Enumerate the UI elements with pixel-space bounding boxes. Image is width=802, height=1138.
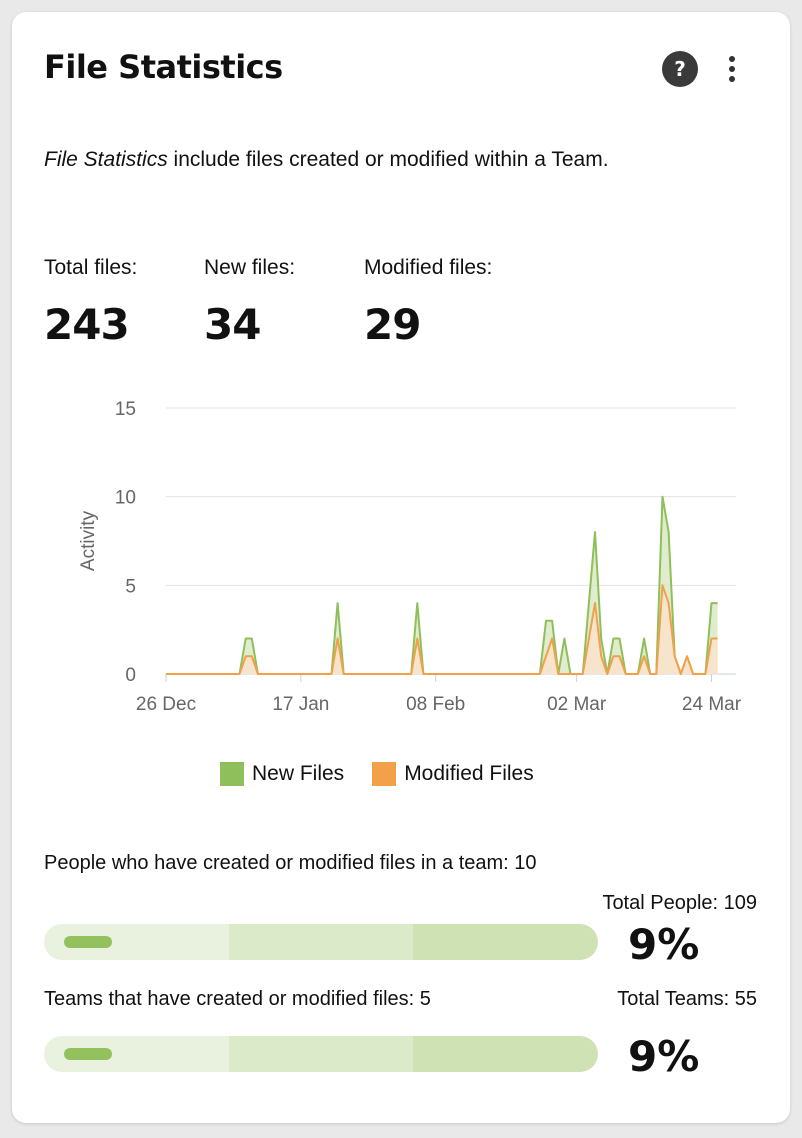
question-circle-icon[interactable]: ? (662, 51, 698, 87)
y-tick-label: 0 (125, 665, 136, 686)
y-axis-label: Activity (78, 510, 99, 571)
chart-legend: New Files Modified Files (220, 762, 534, 786)
card-title: File Statistics (44, 48, 283, 86)
stat-label: New files: (204, 256, 296, 279)
stat-label: Modified files: (364, 256, 493, 279)
x-tick-label: 26 Dec (136, 694, 196, 715)
teams-total: Total Teams: 55 (617, 988, 757, 1010)
legend-item-new-files[interactable]: New Files (220, 762, 344, 786)
bar-segment (413, 924, 598, 960)
legend-item-modified-files[interactable]: Modified Files (372, 762, 534, 786)
x-tick-label: 24 Mar (682, 694, 742, 715)
stat-value: 29 (364, 300, 421, 349)
people-summary: People who have created or modified file… (44, 852, 537, 874)
description-text: include files created or modified within… (167, 148, 609, 171)
stat-label: Total files: (44, 256, 138, 279)
people-total: Total People: 109 (602, 892, 757, 914)
series-line (166, 584, 718, 675)
people-percent: 9% (628, 920, 700, 969)
teams-summary: Teams that have created or modified file… (44, 988, 431, 1010)
bar-segment (228, 924, 414, 960)
legend-swatch (220, 762, 244, 786)
y-tick-label: 10 (115, 488, 136, 509)
bar-segment (228, 1036, 414, 1072)
teams-percent: 9% (628, 1032, 700, 1081)
stat-value: 243 (44, 300, 130, 349)
progress-fill (64, 936, 112, 948)
stat-value: 34 (204, 300, 261, 349)
progress-fill (64, 1048, 112, 1060)
activity-chart: 0 5 10 15 Activity 26 Dec 17 Jan 08 Feb 02 Mar 24… (78, 399, 742, 715)
kebab-dot (729, 76, 735, 82)
legend-swatch (372, 762, 397, 786)
series-area (166, 585, 718, 674)
stat-new-files: New files: 34 (204, 256, 295, 349)
card-description: File Statistics include files created or… (44, 148, 609, 172)
people-progress-bar (44, 924, 598, 960)
kebab-dot (729, 56, 735, 62)
description-emphasis: File Statistics (44, 148, 168, 171)
bar-segment (413, 1036, 598, 1072)
x-tick-label: 02 Mar (547, 694, 607, 715)
kebab-menu-icon[interactable] (718, 51, 746, 87)
kebab-dot (729, 66, 735, 72)
x-tick-label: 17 Jan (272, 694, 329, 715)
file-statistics-card: File Statistics ? File Statistics includ… (12, 12, 790, 1123)
stat-total-files: Total files: 243 (44, 256, 137, 349)
teams-progress-bar (44, 1036, 598, 1072)
y-tick-label: 15 (115, 399, 136, 420)
legend-label: New Files (252, 762, 345, 785)
stat-modified-files: Modified files: 29 (364, 256, 492, 349)
y-tick-label: 5 (125, 576, 136, 597)
legend-label: Modified Files (404, 762, 534, 785)
x-tick-label: 08 Feb (406, 694, 465, 715)
